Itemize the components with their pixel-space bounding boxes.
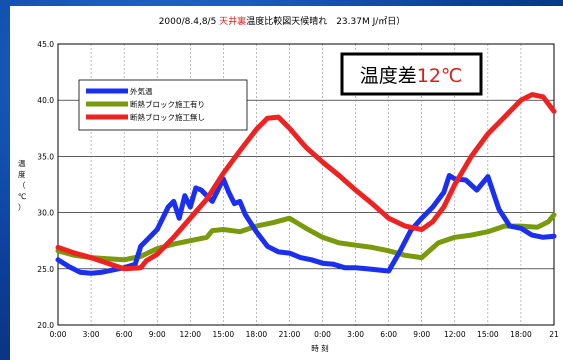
y-tick-label: 20.0 (37, 321, 54, 330)
chart-title-part: 温度比較図天候晴れ 23.37M J/㎡日） (246, 15, 405, 27)
y-tick-label: 35.0 (37, 152, 54, 161)
y-axis-label: 温度 （ ℃ ） (18, 159, 26, 212)
x-tick-label: 15:00 (477, 330, 499, 339)
chart-card: 2000/8.4,8/5 天井裏温度比較図天候晴れ 23.37M J/㎡日） 4… (10, 6, 563, 360)
legend-label: 断熱ブロック施工有り (130, 99, 205, 109)
y-tick-label: 25.0 (37, 265, 54, 274)
y-tick-label: 30.0 (37, 209, 54, 218)
y-axis-label-char: 度 (18, 169, 26, 179)
chart-title: 2000/8.4,8/5 天井裏温度比較図天候晴れ 23.37M J/㎡日） (159, 15, 406, 27)
x-tick-label: 21 (549, 330, 559, 339)
x-tick-label: 3:00 (83, 330, 100, 339)
x-tick-label: 15:00 (213, 330, 235, 339)
chart-svg: 2000/8.4,8/5 天井裏温度比較図天候晴れ 23.37M J/㎡日） 4… (18, 15, 559, 353)
x-tick-label: 12:00 (444, 330, 466, 339)
y-tick-label: 40.0 (37, 96, 54, 105)
x-tick-label: 18:00 (510, 330, 532, 339)
plot-frame (57, 43, 555, 326)
x-axis-ticks: 0:00 3:00 6:00 9:00 12:00 15:00 18:00 21:00 0:00… (50, 330, 559, 339)
y-axis-label-char: ） (18, 203, 26, 212)
x-axis-label: 時 刻 (311, 343, 328, 353)
y-tick-label: 45.0 (37, 40, 54, 49)
chart-title-part: 天井裏 (219, 15, 246, 27)
temperature-difference-annotation: 温度差12℃ (340, 52, 483, 96)
y-axis-label-char: ℃ (18, 192, 26, 201)
y-axis-label-char: 温 (18, 159, 26, 168)
x-tick-label: 0:00 (50, 330, 67, 339)
series-line-1 (55, 212, 557, 263)
x-tick-label: 9:00 (413, 330, 430, 339)
x-tick-label: 3:00 (347, 330, 364, 339)
annotation-value: 12℃ (417, 65, 463, 87)
legend-label: 外気温 (130, 86, 153, 96)
chart-title-part: 2000/8.4,8/5 (159, 17, 219, 27)
x-tick-label: 21:00 (279, 330, 301, 339)
y-axis-ticks: 45.0 40.0 35.0 30.0 25.0 20.0 (37, 40, 54, 330)
y-axis-label-char: （ (18, 181, 26, 190)
series-line-2 (55, 92, 557, 272)
x-tick-label: 6:00 (380, 330, 397, 339)
x-tick-label: 9:00 (149, 330, 166, 339)
annotation-box (340, 52, 483, 96)
annotation-label: 温度差 (360, 65, 417, 87)
x-tick-label: 12:00 (179, 330, 201, 339)
x-tick-label: 6:00 (116, 330, 133, 339)
legend-label: 断熱ブロック施工無し (130, 112, 205, 122)
x-tick-label: 0:00 (314, 330, 331, 339)
annotation-text: 温度差12℃ (360, 65, 463, 87)
x-tick-label: 18:00 (246, 330, 268, 339)
series-group (55, 92, 557, 276)
